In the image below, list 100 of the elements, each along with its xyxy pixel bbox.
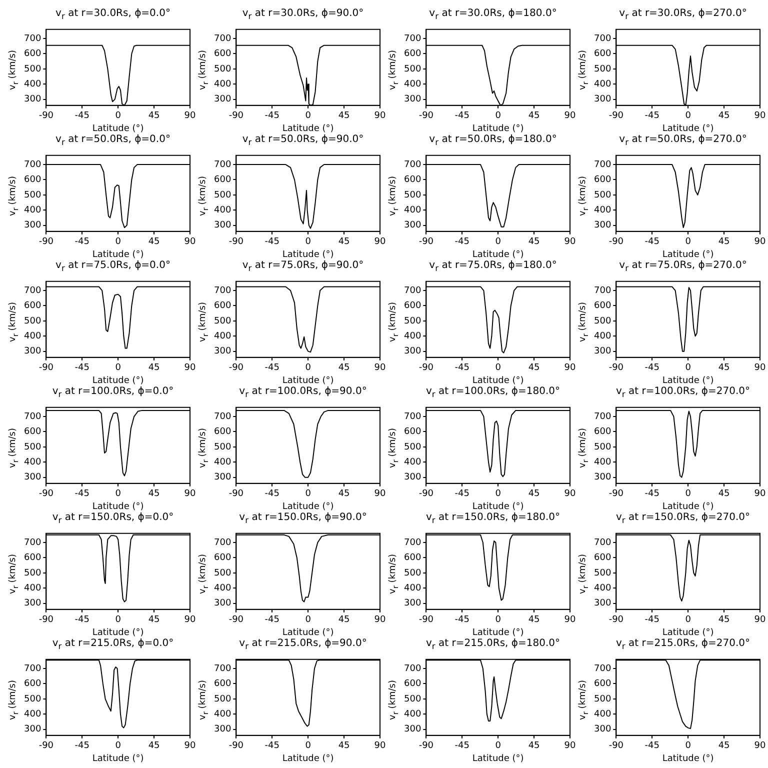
- y-tick-label: 500: [24, 190, 42, 200]
- y-tick-label: 300: [214, 598, 232, 609]
- x-axis-title: Latitude (°): [92, 754, 144, 764]
- y-tick-label: 600: [24, 175, 42, 186]
- x-tick-label: 0: [115, 615, 122, 626]
- x-tick-label: -45: [264, 615, 280, 626]
- x-tick-label: -45: [74, 615, 90, 626]
- y-tick-label: 400: [404, 79, 422, 90]
- x-tick-label: 0: [305, 363, 312, 374]
- x-tick-label: -45: [644, 237, 660, 248]
- x-tick-label: 0: [685, 615, 692, 626]
- x-tick-label: -90: [608, 615, 624, 626]
- x-tick-label: 90: [184, 111, 196, 122]
- x-tick-label: 90: [754, 489, 766, 500]
- y-tick-label: 700: [214, 160, 232, 170]
- x-tick-label: -45: [74, 741, 90, 752]
- x-tick-label: 90: [374, 237, 386, 248]
- x-tick-label: 0: [495, 363, 502, 374]
- x-tick-label: -90: [228, 111, 244, 122]
- x-axis-title: Latitude (°): [472, 124, 524, 134]
- y-tick-label: 400: [24, 457, 42, 468]
- chart-title: v$_{r}$ at r=30.0Rs, ϕ=0.0°: [54, 8, 172, 22]
- y-tick-label: 400: [404, 205, 422, 216]
- x-axis-title: Latitude (°): [92, 124, 144, 134]
- x-tick-label: 45: [338, 615, 350, 626]
- x-tick-label: -45: [454, 741, 470, 752]
- y-tick-label: 400: [24, 709, 42, 720]
- x-tick-label: 45: [718, 363, 730, 374]
- x-axis-title: Latitude (°): [662, 124, 714, 134]
- chart-title: v$_{r}$ at r=50.0Rs, ϕ=180.0°: [428, 134, 558, 148]
- x-axis-title: Latitude (°): [662, 754, 714, 764]
- y-tick-label: 600: [594, 553, 612, 564]
- y-tick-label: 400: [594, 205, 612, 216]
- x-tick-label: 90: [564, 111, 576, 122]
- y-tick-label: 600: [594, 49, 612, 60]
- y-tick-label: 600: [24, 553, 42, 564]
- x-tick-label: -90: [228, 489, 244, 500]
- chart-title: v$_{r}$ at r=100.0Rs, ϕ=90.0°: [238, 386, 368, 400]
- chart-title: v$_{r}$ at r=75.0Rs, ϕ=180.0°: [428, 260, 558, 274]
- x-tick-label: 0: [305, 489, 312, 500]
- x-tick-label: 45: [338, 111, 350, 122]
- chart-title: v$_{r}$ at r=215.0Rs, ϕ=270.0°: [614, 638, 751, 652]
- y-tick-label: 700: [214, 286, 232, 296]
- y-tick-label: 600: [214, 427, 232, 438]
- y-tick-label: 700: [594, 34, 612, 44]
- y-tick-label: 700: [404, 538, 422, 548]
- x-tick-label: -90: [228, 615, 244, 626]
- x-tick-label: -45: [264, 111, 280, 122]
- y-tick-label: 300: [214, 94, 232, 105]
- y-tick-label: 300: [214, 220, 232, 231]
- x-tick-label: 90: [374, 111, 386, 122]
- x-axis-title: Latitude (°): [282, 628, 334, 638]
- y-tick-label: 300: [404, 346, 422, 357]
- x-tick-label: 0: [115, 111, 122, 122]
- y-tick-label: 500: [404, 568, 422, 578]
- x-axis-title: Latitude (°): [282, 124, 334, 134]
- x-tick-label: 45: [148, 489, 160, 500]
- y-tick-label: 700: [404, 286, 422, 296]
- x-tick-label: 0: [495, 489, 502, 500]
- y-tick-label: 300: [24, 346, 42, 357]
- x-tick-label: 0: [495, 615, 502, 626]
- y-tick-label: 500: [594, 316, 612, 326]
- x-tick-label: 0: [685, 741, 692, 752]
- y-tick-label: 300: [24, 472, 42, 483]
- chart-title: v$_{r}$ at r=100.0Rs, ϕ=270.0°: [614, 386, 751, 400]
- x-tick-label: 45: [718, 489, 730, 500]
- y-tick-label: 400: [594, 709, 612, 720]
- x-tick-label: -45: [454, 615, 470, 626]
- x-axis-title: Latitude (°): [472, 250, 524, 260]
- x-tick-label: 90: [754, 741, 766, 752]
- y-tick-label: 500: [594, 442, 612, 452]
- y-tick-label: 300: [214, 472, 232, 483]
- y-tick-label: 400: [214, 79, 232, 90]
- x-tick-label: -90: [608, 363, 624, 374]
- y-tick-label: 600: [404, 49, 422, 60]
- y-tick-label: 400: [24, 205, 42, 216]
- chart-title: v$_{r}$ at r=150.0Rs, ϕ=180.0°: [424, 512, 561, 526]
- x-tick-label: -45: [264, 363, 280, 374]
- x-tick-label: -90: [228, 237, 244, 248]
- y-tick-label: 400: [214, 331, 232, 342]
- x-tick-label: -45: [454, 363, 470, 374]
- x-tick-label: 45: [148, 363, 160, 374]
- x-tick-label: 0: [305, 615, 312, 626]
- y-tick-label: 400: [404, 583, 422, 594]
- y-tick-label: 600: [24, 49, 42, 60]
- y-tick-label: 600: [214, 301, 232, 312]
- x-axis-title: Latitude (°): [662, 250, 714, 260]
- y-tick-label: 500: [404, 694, 422, 704]
- x-tick-label: 90: [184, 489, 196, 500]
- x-axis-title: Latitude (°): [92, 376, 144, 386]
- x-axis-title: Latitude (°): [282, 376, 334, 386]
- y-tick-label: 500: [214, 568, 232, 578]
- y-tick-label: 300: [404, 724, 422, 735]
- y-tick-label: 400: [594, 331, 612, 342]
- y-tick-label: 500: [594, 694, 612, 704]
- y-tick-label: 400: [214, 709, 232, 720]
- chart-title: v$_{r}$ at r=30.0Rs, ϕ=180.0°: [428, 8, 558, 22]
- x-axis-title: Latitude (°): [662, 628, 714, 638]
- x-tick-label: 90: [374, 489, 386, 500]
- y-tick-label: 500: [404, 64, 422, 74]
